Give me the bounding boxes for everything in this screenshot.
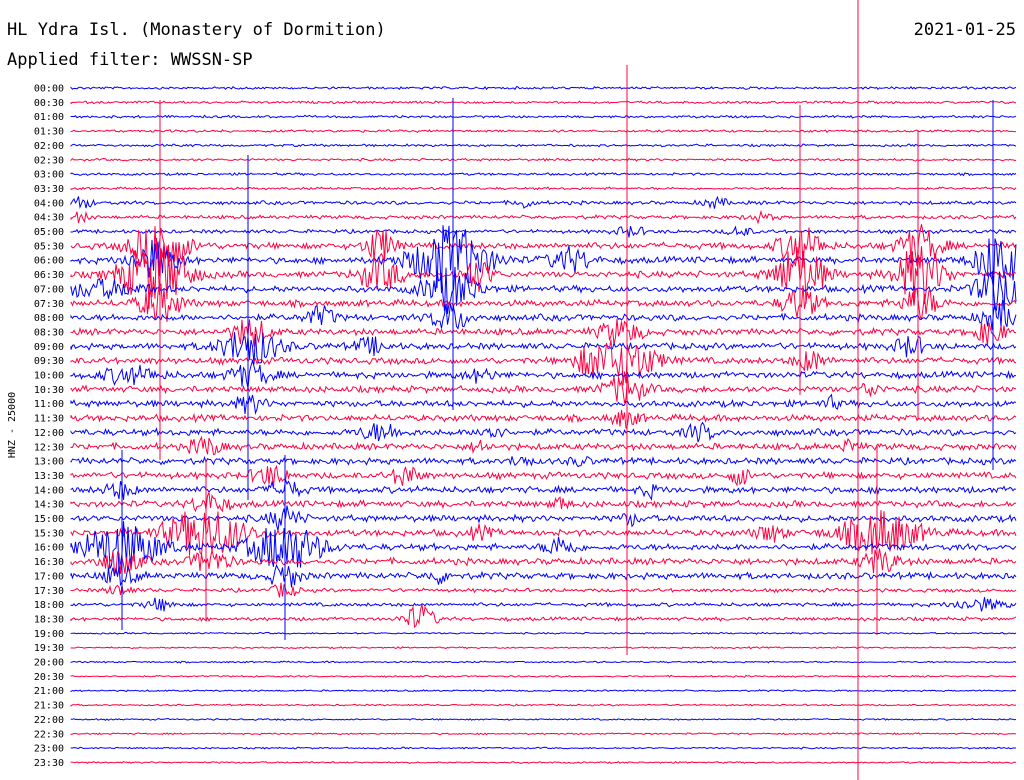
time-tick-label: 08:00	[34, 313, 64, 324]
station-title: HL Ydra Isl. (Monastery of Dormition)	[7, 20, 386, 40]
trace-line	[70, 157, 1017, 162]
time-tick-label: 00:30	[34, 98, 64, 109]
trace-line	[70, 100, 1016, 105]
trace-line	[70, 299, 1017, 331]
time-tick-label: 05:00	[34, 227, 64, 238]
time-tick-label: 07:30	[34, 299, 64, 310]
time-tick-label: 22:00	[34, 715, 64, 726]
trace-line	[70, 548, 1017, 574]
trace-line	[70, 646, 1017, 650]
trace-line	[70, 732, 1017, 736]
time-tick-label: 08:30	[34, 327, 64, 338]
time-tick-label: 04:00	[34, 198, 64, 209]
trace-line	[70, 375, 1017, 404]
trace-line	[70, 237, 1017, 309]
time-tick-label: 12:00	[34, 428, 64, 439]
trace-line	[70, 510, 1017, 556]
trace-line	[70, 209, 1017, 225]
time-tick-label: 06:00	[34, 256, 64, 267]
time-tick-label: 02:30	[34, 155, 64, 166]
time-tick-label: 23:30	[34, 758, 64, 769]
time-tick-label: 20:00	[34, 658, 64, 669]
trace-line	[70, 674, 1017, 678]
trace-line	[70, 85, 1017, 91]
time-tick-label: 00:00	[34, 84, 64, 95]
trace-line	[70, 689, 1017, 693]
trace-line	[70, 172, 1017, 177]
time-tick-label: 11:00	[34, 399, 64, 410]
time-tick-label: 07:00	[34, 284, 64, 295]
trace-line	[70, 143, 1017, 148]
record-date: 2021-01-25	[913, 20, 1016, 40]
time-tick-label: 09:30	[34, 356, 64, 367]
trace-line	[70, 455, 1017, 468]
time-tick-label: 16:00	[34, 543, 64, 554]
time-tick-label: 18:00	[34, 600, 64, 611]
y-axis-label: HNZ - 25000	[7, 392, 18, 458]
time-tick-label: 10:00	[34, 371, 64, 382]
time-tick-label: 11:30	[34, 414, 64, 425]
time-tick-label: 19:00	[34, 629, 64, 640]
time-tick-label: 21:00	[34, 686, 64, 697]
trace-line	[70, 582, 1017, 598]
trace-line	[70, 318, 1016, 347]
time-tick-label: 16:30	[34, 557, 64, 568]
time-labels: 00:00 00:30 01:00 01:30 02:00 02:30 03:00 03:30…	[34, 84, 64, 769]
time-tick-label: 15:00	[34, 514, 64, 525]
trace-line	[70, 129, 1017, 134]
time-tick-label: 22:30	[34, 729, 64, 740]
trace-line	[70, 464, 1017, 488]
time-tick-label: 01:30	[34, 127, 64, 138]
time-tick-label: 04:30	[34, 213, 64, 224]
trace-line	[70, 746, 1016, 750]
trace-line	[70, 225, 1017, 238]
trace-line	[70, 760, 1017, 764]
time-tick-label: 19:30	[34, 643, 64, 654]
trace-line	[70, 597, 1017, 612]
time-tick-label: 03:30	[34, 184, 64, 195]
trace-line	[70, 435, 1017, 456]
time-tick-label: 18:30	[34, 614, 64, 625]
time-tick-label: 01:00	[34, 112, 64, 123]
time-tick-label: 13:00	[34, 457, 64, 468]
time-tick-label: 14:30	[34, 500, 64, 511]
trace-line	[70, 225, 1017, 294]
time-tick-label: 12:30	[34, 442, 64, 453]
trace-line	[70, 195, 1017, 210]
trace-line	[70, 717, 1017, 721]
trace-line	[70, 492, 1017, 513]
time-tick-label: 21:30	[34, 701, 64, 712]
trace-line	[70, 660, 1017, 664]
trace-line	[70, 393, 1017, 415]
time-tick-label: 03:00	[34, 170, 64, 181]
seismic-traces	[70, 65, 1017, 764]
trace-line	[70, 604, 1017, 629]
time-tick-label: 06:30	[34, 270, 64, 281]
trace-line	[70, 631, 1017, 635]
time-tick-label: 17:30	[34, 586, 64, 597]
trace-line	[70, 114, 1017, 119]
trace-line	[70, 358, 1017, 389]
time-tick-label: 20:30	[34, 672, 64, 683]
time-tick-label: 10:30	[34, 385, 64, 396]
time-tick-label: 15:30	[34, 528, 64, 539]
time-tick-label: 05:30	[34, 241, 64, 252]
trace-line	[70, 703, 1017, 707]
filter-label: Applied filter: WWSSN-SP	[7, 50, 253, 70]
time-tick-label: 02:00	[34, 141, 64, 152]
trace-line	[70, 409, 1017, 429]
time-tick-label: 23:00	[34, 744, 64, 755]
time-tick-label: 17:00	[34, 571, 64, 582]
time-tick-label: 14:00	[34, 485, 64, 496]
trace-line	[70, 421, 1017, 443]
trace-line	[70, 186, 1017, 191]
time-tick-label: 09:00	[34, 342, 64, 353]
time-tick-label: 13:30	[34, 471, 64, 482]
